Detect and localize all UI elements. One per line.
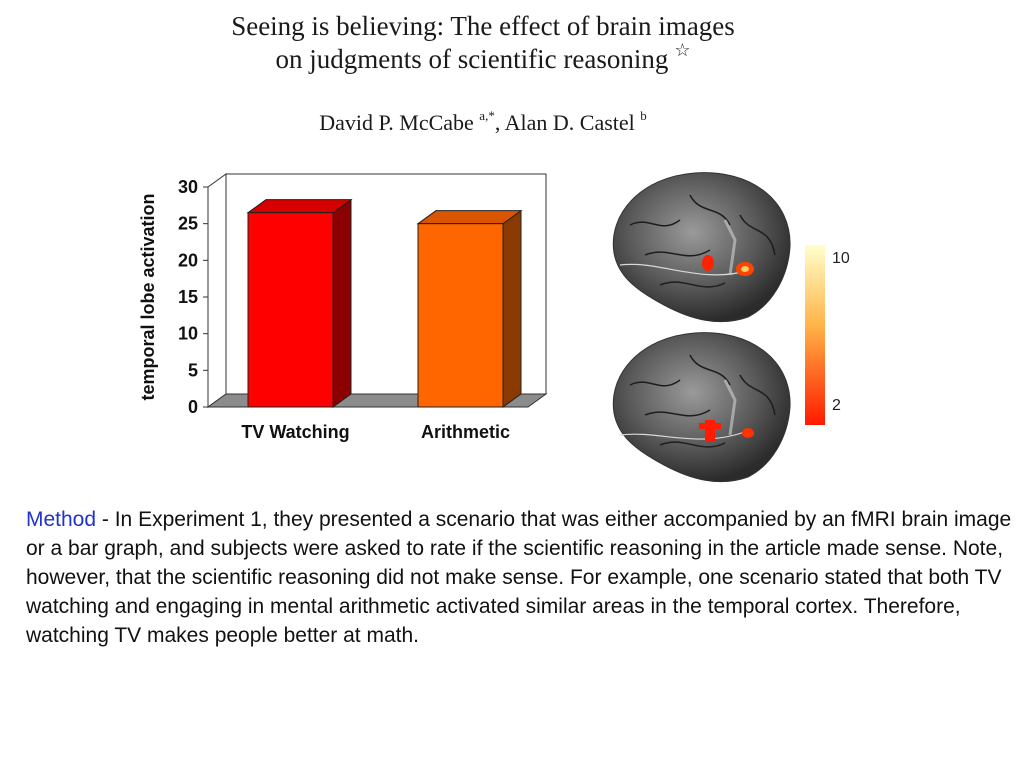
method-separator: - <box>96 508 115 531</box>
y-tick-label: 15 <box>178 287 198 307</box>
paper-title: Seeing is believing: The effect of brain… <box>0 10 966 79</box>
title-star-icon: ☆ <box>674 40 691 60</box>
y-tick-label: 20 <box>178 250 198 270</box>
chart-left-wall <box>207 173 227 408</box>
y-tick-label: 0 <box>188 397 198 417</box>
activation-colorbar <box>805 245 825 425</box>
author-castel-affiliation: b <box>640 108 647 123</box>
bar-side <box>502 209 522 408</box>
method-label: Method <box>26 508 97 531</box>
y-tick-label: 5 <box>188 360 198 380</box>
bar <box>247 212 334 408</box>
colorbar-max-label: 10 <box>832 250 850 267</box>
title-line-2: on judgments of scientific reasoning <box>275 44 669 74</box>
x-tick-label: TV Watching <box>241 422 349 442</box>
brain-image-panel: 10 2 <box>612 172 850 483</box>
colorbar-min-label: 2 <box>832 397 841 414</box>
bar-side <box>332 198 352 408</box>
bar-top <box>416 210 523 225</box>
author-mccabe: David P. McCabe <box>319 110 474 135</box>
bar-chart: 0 5 10 15 20 25 30 temporal lobe activation TV W… <box>138 173 548 442</box>
brain-image-top <box>612 172 791 323</box>
method-body: In Experiment 1, they presented a scenar… <box>26 508 1012 647</box>
paper-authors: David P. McCabe a,*, Alan D. Castel b <box>0 108 966 136</box>
bar <box>417 223 504 408</box>
bar-top <box>246 199 353 214</box>
author-castel: Alan D. Castel <box>504 110 635 135</box>
x-tick-label: Arithmetic <box>421 422 510 442</box>
author-mccabe-affiliation: a,* <box>479 108 495 123</box>
author-separator: , <box>494 110 505 135</box>
y-tick-label: 25 <box>178 214 198 234</box>
brain-image-bottom <box>612 332 791 483</box>
y-axis-label: temporal lobe activation <box>138 193 158 400</box>
y-tick-label: 30 <box>178 177 198 197</box>
method-description: Method - In Experiment 1, they presented… <box>26 505 1021 650</box>
title-line-1: Seeing is believing: The effect of brain… <box>231 11 735 41</box>
y-tick-label: 10 <box>178 324 198 344</box>
